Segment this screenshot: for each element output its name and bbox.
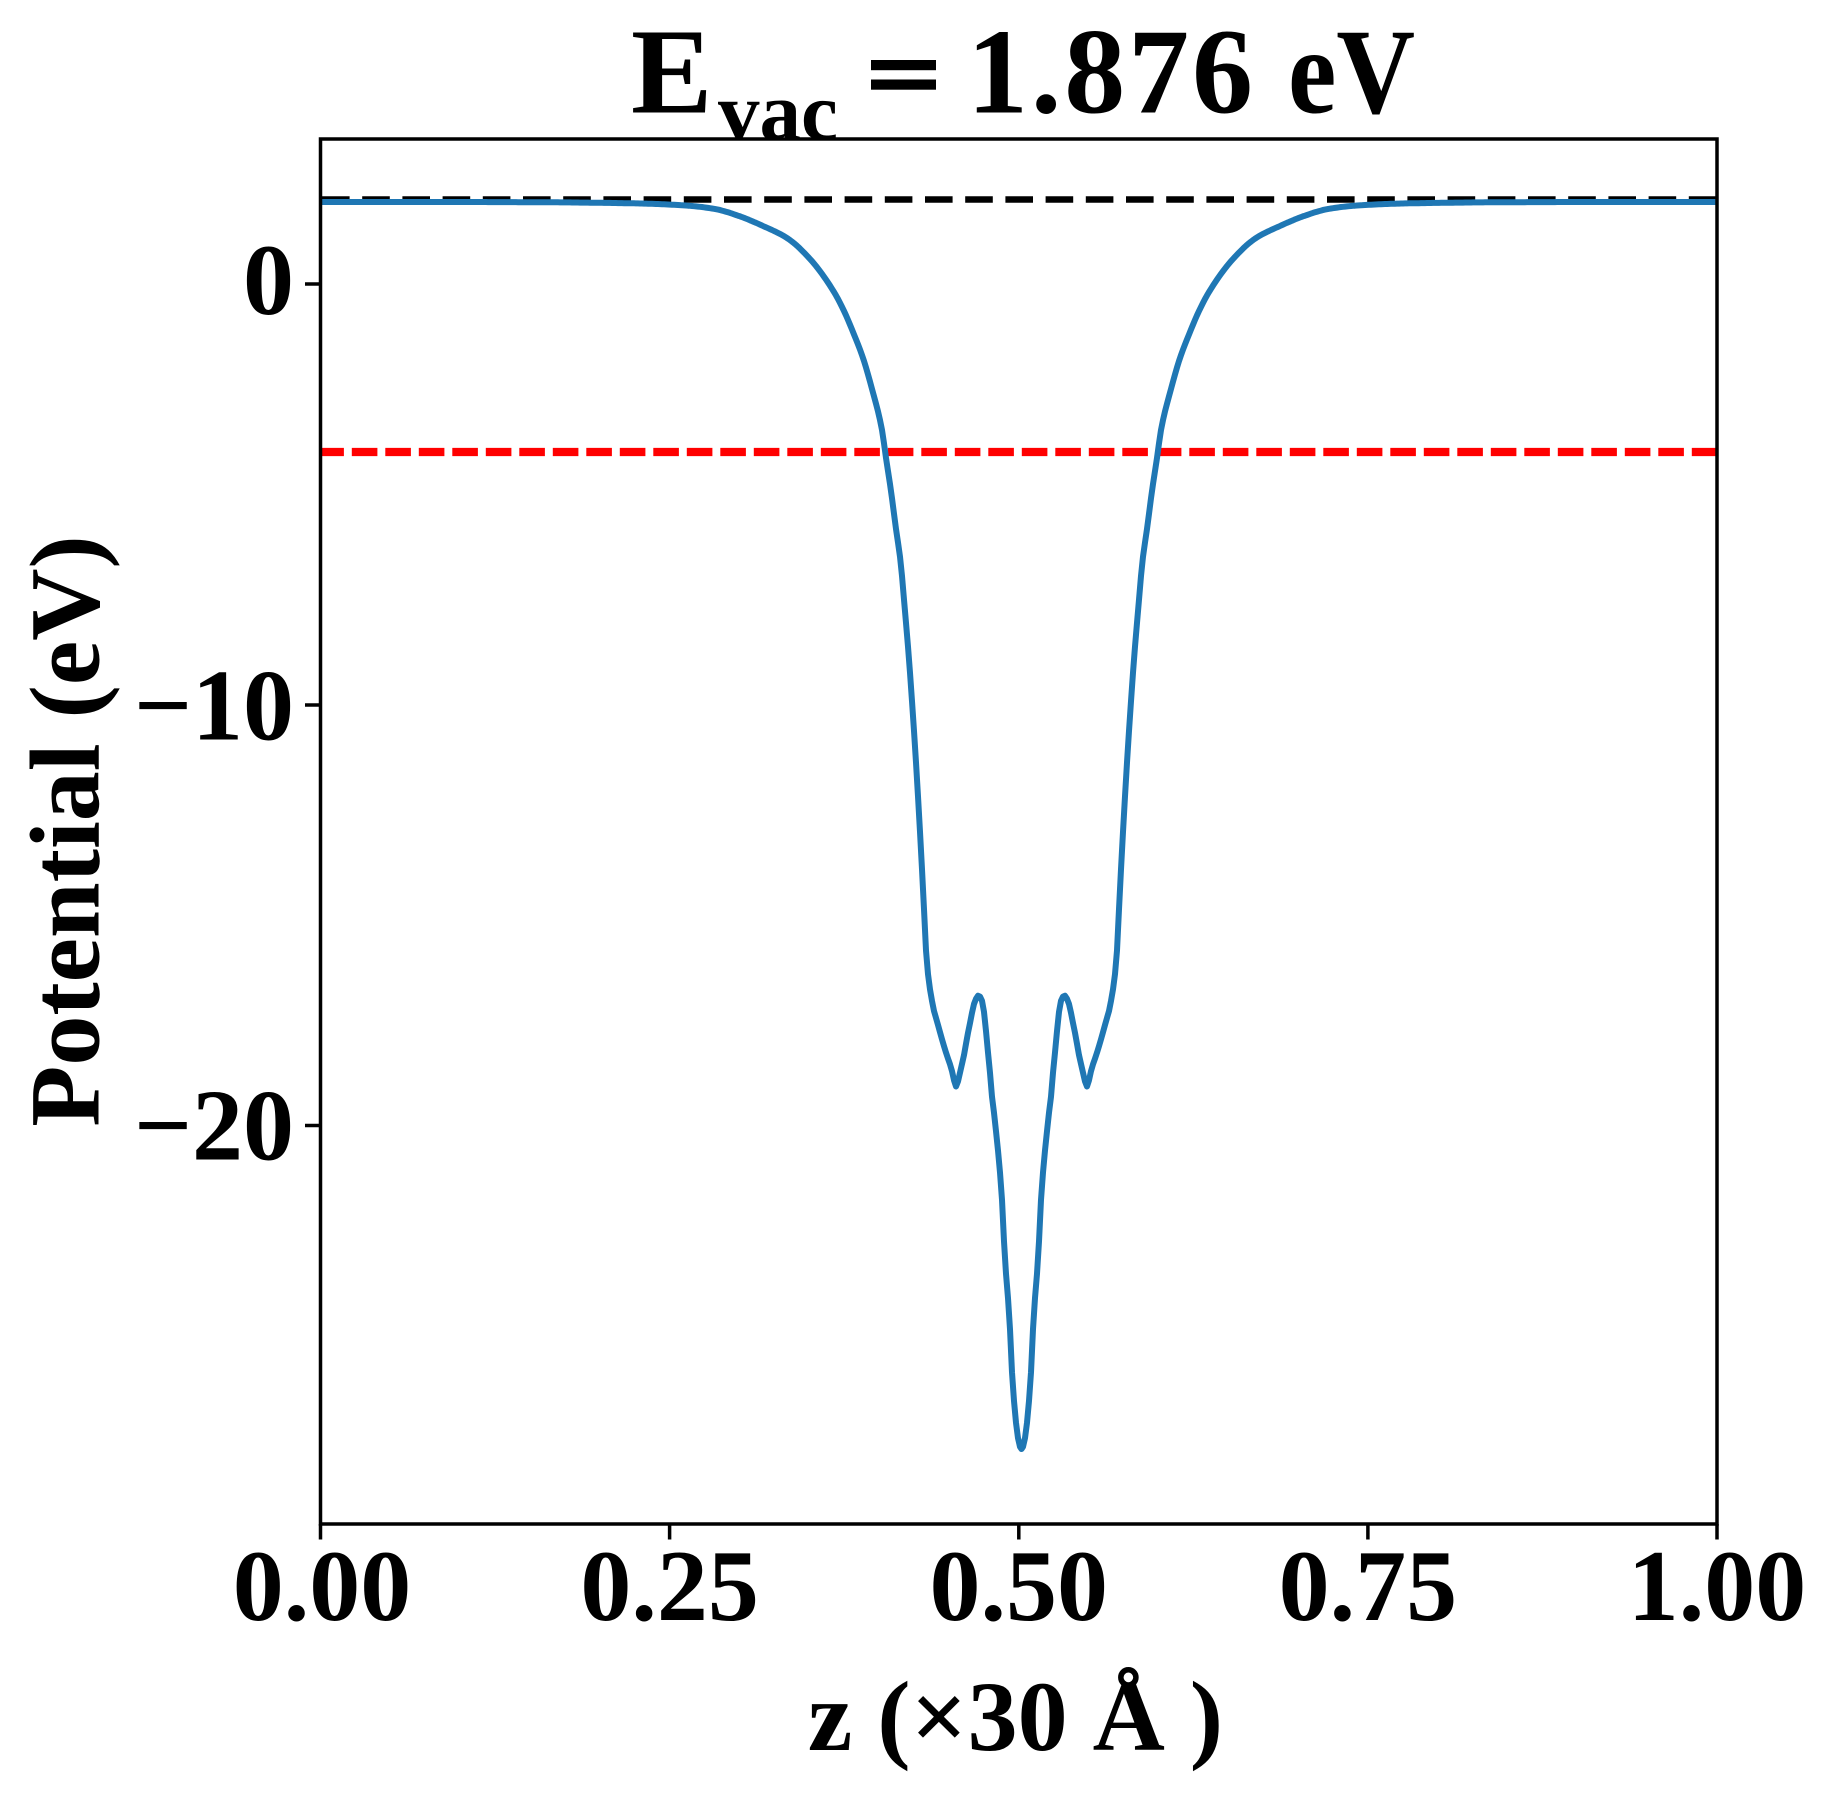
svg-text:1.00: 1.00: [1628, 1530, 1807, 1643]
svg-text:−10: −10: [134, 650, 294, 763]
svg-text:0.75: 0.75: [1279, 1530, 1458, 1643]
svg-text:−20: −20: [134, 1070, 294, 1183]
svg-text:z (×30 Å ): z (×30 Å ): [808, 1661, 1223, 1772]
svg-text:vac: vac: [718, 66, 838, 158]
svg-text:0.00: 0.00: [233, 1530, 412, 1643]
svg-text:eV: eV: [1288, 5, 1415, 140]
svg-text:0: 0: [243, 224, 294, 337]
svg-text:0.50: 0.50: [930, 1530, 1109, 1643]
svg-text:1.876: 1.876: [967, 5, 1253, 140]
svg-text:0.25: 0.25: [580, 1530, 759, 1643]
svg-text:E: E: [631, 5, 712, 140]
svg-text:Potential (eV): Potential (eV): [10, 535, 121, 1126]
